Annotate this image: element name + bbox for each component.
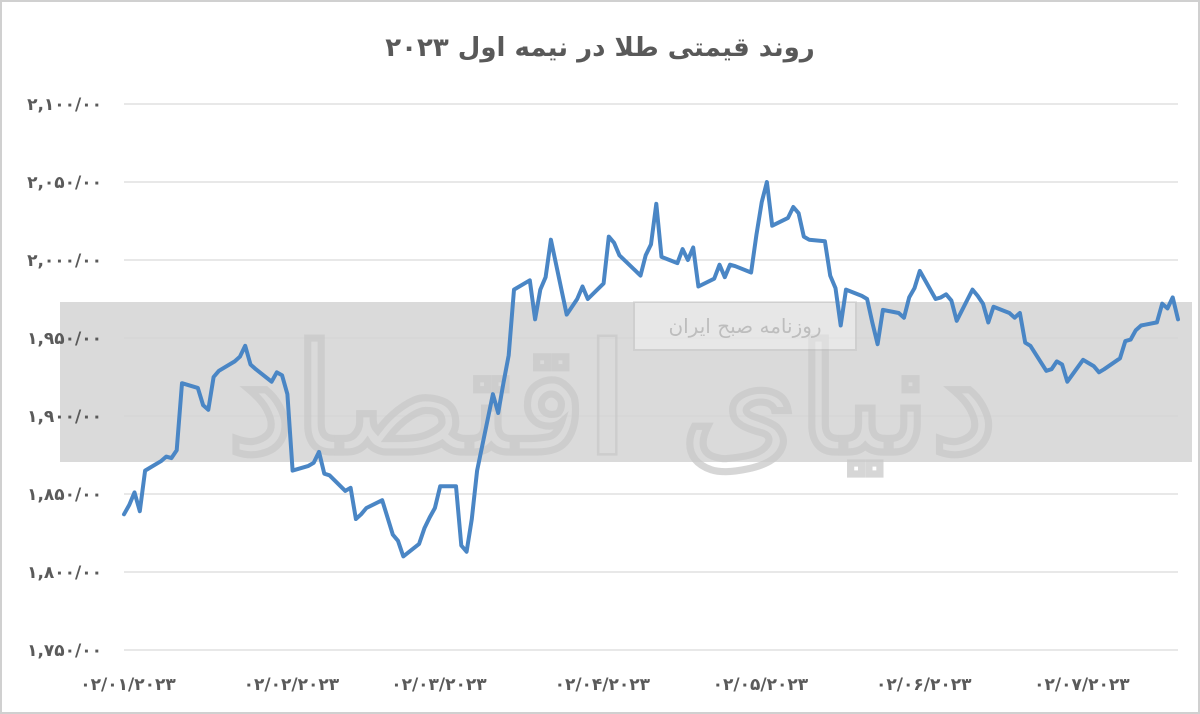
watermark-label-box	[633, 301, 857, 351]
x-tick-label: ۰۲/۰۱/۲۰۲۳	[80, 675, 176, 695]
x-tick-label: ۰۲/۰۳/۲۰۲۳	[391, 675, 487, 695]
y-tick-label: ۲,۰۰۰/۰۰	[27, 251, 102, 271]
x-tick-label: ۰۲/۰۷/۲۰۲۳	[1034, 675, 1130, 695]
chart-title: روند قیمتی طلا در نیمه اول ۲۰۲۳	[385, 33, 814, 63]
watermark-band	[60, 302, 1192, 462]
y-tick-label: ۱,۹۵۰/۰۰	[27, 329, 102, 349]
x-tick-label: ۰۲/۰۲/۲۰۲۳	[244, 675, 340, 695]
y-tick-label: ۱,۷۵۰/۰۰	[27, 641, 102, 661]
series-line	[122, 180, 1180, 559]
watermark-label: روزنامه صبح ایران	[668, 314, 821, 338]
y-tick-label: ۱,۸۵۰/۰۰	[27, 485, 102, 505]
x-tick-label: ۰۲/۰۵/۲۰۲۳	[713, 675, 809, 695]
x-axis-ticks: ۰۲/۰۱/۲۰۲۳ ۰۲/۰۲/۲۰۲۳ ۰۲/۰۳/۲۰۲۳ ۰۲/۰۴/۲۰۲۳…	[80, 675, 1130, 695]
watermark: دنیای اقتصاد روزنامه صبح ایران	[60, 301, 1192, 489]
x-tick-label: ۰۲/۰۶/۲۰۲۳	[876, 675, 972, 695]
watermark-logo-text: دنیای اقتصاد	[227, 312, 997, 488]
y-axis-ticks: ۱,۷۵۰/۰۰ ۱,۸۰۰/۰۰ ۱,۸۵۰/۰۰ ۱,۹۰۰/۰۰ ۱,۹۵۰/۰۰…	[27, 95, 102, 661]
y-tick-label: ۱,۸۰۰/۰۰	[27, 563, 102, 583]
series-layer	[122, 180, 1180, 559]
y-tick-label: ۱,۹۰۰/۰۰	[27, 407, 102, 427]
y-tick-label: ۲,۰۵۰/۰۰	[27, 173, 102, 193]
y-tick-label: ۲,۱۰۰/۰۰	[27, 95, 102, 115]
x-tick-label: ۰۲/۰۴/۲۰۲۳	[555, 675, 651, 695]
